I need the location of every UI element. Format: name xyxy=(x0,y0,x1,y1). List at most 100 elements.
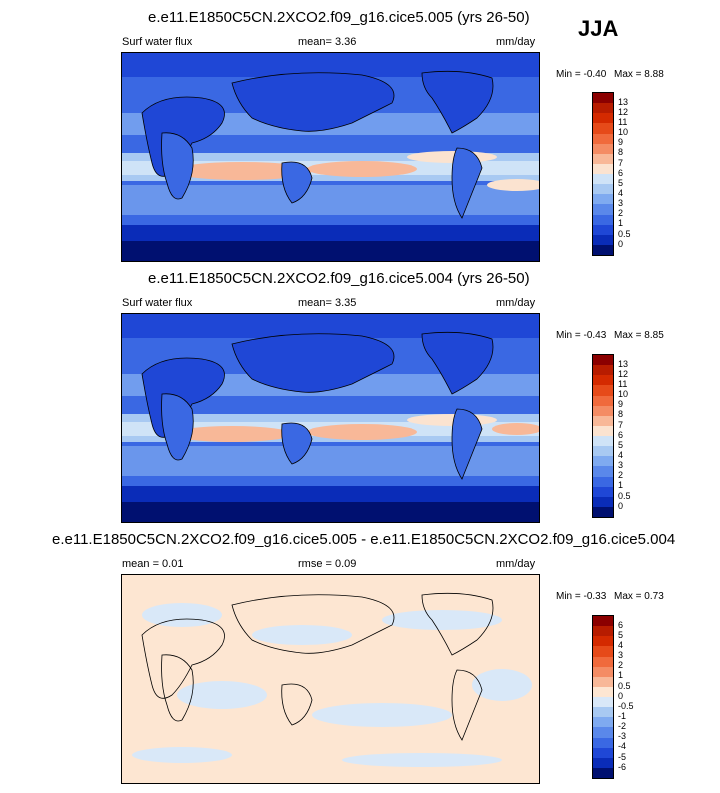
cbar-2-color-6 xyxy=(593,415,613,426)
cbar-1-color-10 xyxy=(593,194,613,205)
cbar-1-color-9 xyxy=(593,184,613,195)
cbar-2-color-7 xyxy=(593,425,613,436)
cbar-2-color-5 xyxy=(593,405,613,416)
cbar-2-label-12: 1 xyxy=(618,480,624,490)
cbar-2-color-8 xyxy=(593,436,613,447)
cbar-1-label-10: 3 xyxy=(618,198,624,208)
cbar-3-label-1: 5 xyxy=(618,630,624,640)
cbar-1-label-12: 1 xyxy=(618,218,624,228)
cbar-2-label-14: 0 xyxy=(618,501,624,511)
cbar-2-color-12 xyxy=(593,476,613,487)
cbar-1-color-5 xyxy=(593,143,613,154)
cbar-3-label-2: 4 xyxy=(618,640,624,650)
cbar-3-label-8: -0.5 xyxy=(618,701,634,711)
panel-2-min: Min = -0.43 xyxy=(556,330,607,341)
panel-1-min: Min = -0.40 xyxy=(556,69,607,80)
cbar-2-label-8: 5 xyxy=(618,440,624,450)
cbar-2-color-11 xyxy=(593,466,613,477)
cbar-1-label-6: 7 xyxy=(618,158,624,168)
cbar-3-color-2 xyxy=(593,636,613,647)
cbar-3-color-15 xyxy=(593,767,613,778)
cbar-1-label-9: 4 xyxy=(618,188,624,198)
cbar-3-label-7: 0 xyxy=(618,691,624,701)
cbar-1-color-6 xyxy=(593,153,613,164)
cbar-1-color-14 xyxy=(593,234,613,245)
cbar-2-color-15 xyxy=(593,506,613,517)
cbar-3-label-13: -5 xyxy=(618,752,627,762)
cbar-2-color-1 xyxy=(593,365,613,376)
cbar-3-label-4: 2 xyxy=(618,660,624,670)
cbar-3-color-10 xyxy=(593,717,613,728)
cbar-2-label-4: 9 xyxy=(618,399,624,409)
cbar-3-color-9 xyxy=(593,707,613,718)
cbar-2-label-3: 10 xyxy=(618,389,629,399)
cbar-1-color-4 xyxy=(593,133,613,144)
panel-2-units-label: mm/day xyxy=(496,297,536,309)
cbar-1-label-5: 8 xyxy=(618,147,624,157)
cbar-1-label-13: 0.5 xyxy=(618,229,631,239)
panel-3-rmse-label: rmse = 0.09 xyxy=(298,558,357,570)
cbar-3-label-12: -4 xyxy=(618,741,627,751)
cbar-1-color-12 xyxy=(593,214,613,225)
cbar-2-color-9 xyxy=(593,446,613,457)
cbar-1-color-13 xyxy=(593,224,613,235)
cbar-2-label-1: 12 xyxy=(618,369,629,379)
cbar-3-label-11: -3 xyxy=(618,731,627,741)
cbar-3-label-14: -6 xyxy=(618,762,627,772)
panel-2-variable-label: Surf water flux xyxy=(122,297,193,309)
cbar-2-label-5: 8 xyxy=(618,409,624,419)
panel-1-colorbar xyxy=(592,92,614,256)
cbar-1-label-11: 2 xyxy=(618,208,624,218)
cbar-2-label-7: 6 xyxy=(618,430,624,440)
cbar-2-color-14 xyxy=(593,496,613,507)
cbar-3-label-6: 0.5 xyxy=(618,681,631,691)
cbar-3-color-11 xyxy=(593,727,613,738)
cbar-2-label-0: 13 xyxy=(618,359,629,369)
cbar-2-label-11: 2 xyxy=(618,470,624,480)
panel-3-colorbar xyxy=(592,615,614,779)
panel-1-variable-label: Surf water flux xyxy=(122,36,193,48)
cbar-3-color-5 xyxy=(593,666,613,677)
panel-2-map xyxy=(121,313,540,523)
cbar-1-label-2: 11 xyxy=(618,117,628,127)
cbar-1-color-15 xyxy=(593,244,613,255)
cbar-3-label-0: 6 xyxy=(618,620,624,630)
cbar-3-color-13 xyxy=(593,747,613,758)
panel-1-max: Max = 8.88 xyxy=(614,69,664,80)
cbar-3-color-0 xyxy=(593,616,613,627)
cbar-3-color-4 xyxy=(593,656,613,667)
cbar-3-color-12 xyxy=(593,737,613,748)
panel-3-max: Max = 0.73 xyxy=(614,591,664,602)
panel-1-title: e.e11.E1850C5CN.2XCO2.f09_g16.cice5.005 … xyxy=(148,9,530,26)
panel-3-title: e.e11.E1850C5CN.2XCO2.f09_g16.cice5.005 … xyxy=(52,531,676,548)
cbar-2-color-13 xyxy=(593,486,613,497)
panel-1-units-label: mm/day xyxy=(496,36,536,48)
cbar-2-label-9: 4 xyxy=(618,450,624,460)
cbar-1-color-11 xyxy=(593,204,613,215)
season-label: JJA xyxy=(578,16,619,41)
cbar-3-color-3 xyxy=(593,646,613,657)
cbar-3-color-6 xyxy=(593,676,613,687)
cbar-1-color-0 xyxy=(593,93,613,104)
cbar-1-label-4: 9 xyxy=(618,137,624,147)
cbar-3-color-8 xyxy=(593,697,613,708)
panel-1-mean-label: mean= 3.36 xyxy=(298,36,357,48)
cbar-2-label-2: 11 xyxy=(618,379,628,389)
panel-2-title: e.e11.E1850C5CN.2XCO2.f09_g16.cice5.004 … xyxy=(148,270,530,287)
panel-3-mean-label: mean = 0.01 xyxy=(122,558,184,570)
cbar-1-label-14: 0 xyxy=(618,239,624,249)
panel-3-map xyxy=(121,574,540,784)
cbar-3-color-1 xyxy=(593,626,613,637)
panel-3-units-label: mm/day xyxy=(496,558,536,570)
cbar-1-label-8: 5 xyxy=(618,178,624,188)
cbar-3-label-10: -2 xyxy=(618,721,627,731)
panel-2-colorbar xyxy=(592,354,614,518)
cbar-1-color-1 xyxy=(593,103,613,114)
panel-2-mean-label: mean= 3.35 xyxy=(298,297,357,309)
cbar-3-label-5: 1 xyxy=(618,670,624,680)
cbar-2-label-13: 0.5 xyxy=(618,491,631,501)
cbar-2-label-10: 3 xyxy=(618,460,624,470)
cbar-2-label-6: 7 xyxy=(618,420,624,430)
cbar-1-label-3: 10 xyxy=(618,127,629,137)
panel-1-map xyxy=(121,52,540,262)
